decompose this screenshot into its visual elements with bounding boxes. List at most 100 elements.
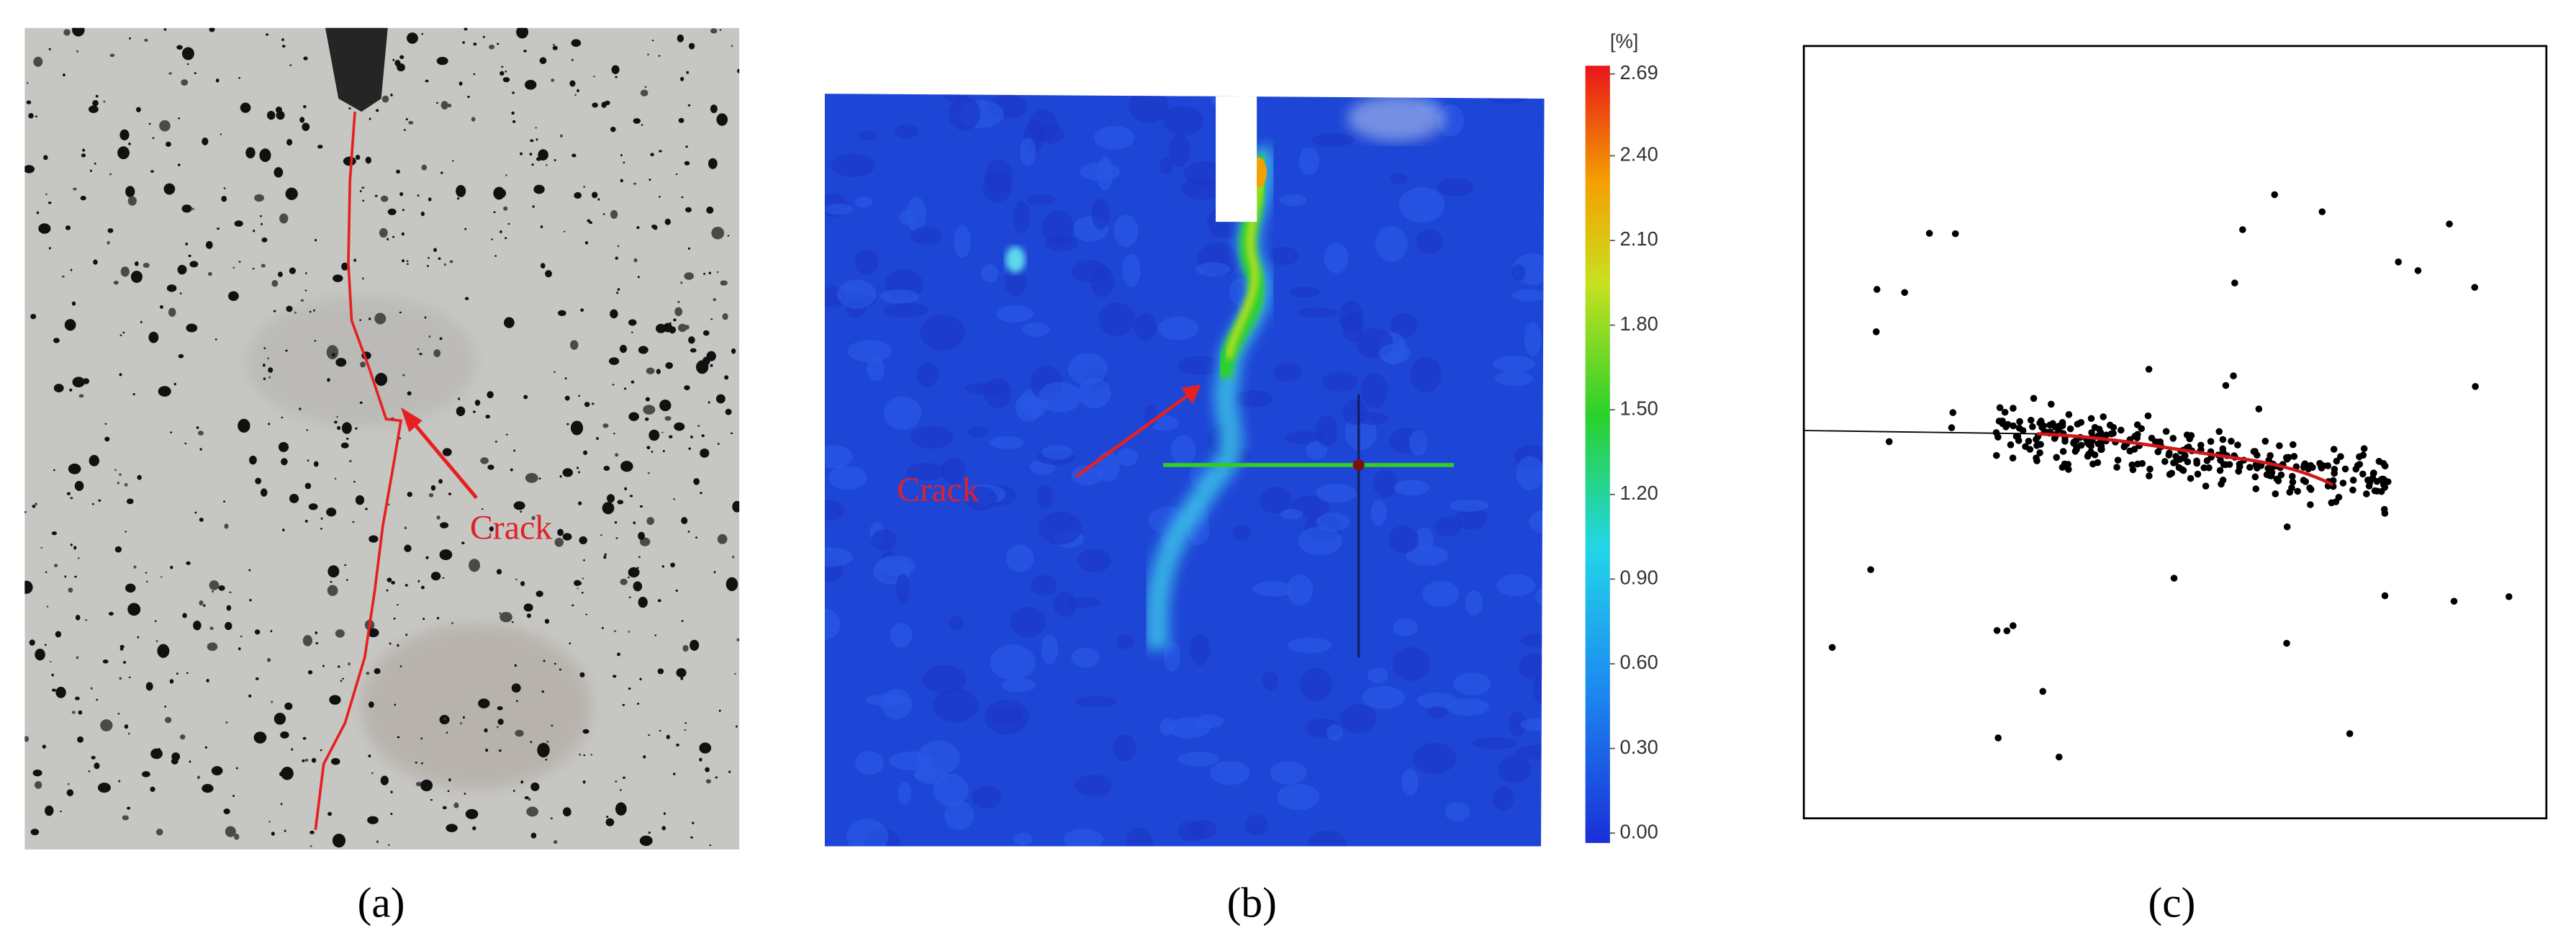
speckle bbox=[1162, 105, 1203, 136]
pore bbox=[703, 272, 705, 275]
pore bbox=[677, 301, 680, 303]
pore bbox=[103, 100, 106, 103]
speckle bbox=[1512, 289, 1545, 302]
scatter-dot bbox=[2381, 592, 2389, 600]
pore bbox=[333, 274, 343, 282]
pore bbox=[281, 458, 288, 466]
pore bbox=[302, 759, 305, 762]
pore bbox=[631, 331, 633, 333]
pore bbox=[36, 211, 40, 215]
speckle bbox=[1392, 647, 1431, 681]
pore bbox=[185, 243, 189, 245]
pore bbox=[286, 305, 293, 312]
pore bbox=[166, 141, 171, 147]
pore bbox=[181, 204, 192, 213]
pore bbox=[119, 644, 125, 649]
pore bbox=[503, 317, 515, 328]
scatter-dot bbox=[2253, 451, 2261, 459]
colorbar bbox=[1585, 66, 1610, 843]
scatter-dot bbox=[2471, 284, 2479, 291]
pore bbox=[505, 71, 507, 73]
colorbar-tick-label: 2.10 bbox=[1620, 228, 1658, 250]
scatter-dot bbox=[2222, 382, 2230, 389]
pore bbox=[442, 806, 447, 810]
pore bbox=[502, 77, 510, 83]
pore bbox=[464, 297, 469, 300]
pore bbox=[72, 27, 76, 32]
pore bbox=[93, 259, 98, 265]
scatter-dot bbox=[2505, 593, 2513, 600]
speckle bbox=[1316, 513, 1350, 532]
speckle bbox=[1071, 647, 1100, 668]
scatter-dot bbox=[2318, 463, 2325, 470]
pore bbox=[440, 101, 448, 110]
pore bbox=[614, 521, 618, 524]
pore bbox=[732, 500, 740, 513]
pore bbox=[564, 377, 567, 380]
arrow bbox=[406, 414, 478, 500]
pore bbox=[639, 835, 653, 846]
pore bbox=[360, 361, 366, 368]
probe-point bbox=[1352, 459, 1365, 471]
pore bbox=[299, 117, 305, 123]
speckle bbox=[1339, 704, 1378, 734]
pore bbox=[80, 195, 86, 201]
scatter-dot bbox=[2169, 435, 2177, 442]
pore bbox=[420, 737, 423, 739]
pore bbox=[674, 422, 685, 431]
pore bbox=[615, 780, 618, 783]
pore bbox=[682, 644, 689, 652]
pore bbox=[427, 265, 429, 267]
pore bbox=[266, 657, 271, 662]
scatter-dot bbox=[2010, 405, 2017, 412]
pore bbox=[528, 797, 531, 801]
pore bbox=[605, 818, 615, 826]
pore bbox=[638, 596, 648, 608]
pore bbox=[43, 155, 48, 161]
speckle bbox=[1180, 177, 1222, 200]
pore bbox=[436, 515, 440, 520]
pore bbox=[327, 565, 340, 578]
pore bbox=[732, 555, 735, 559]
pore bbox=[55, 686, 66, 698]
pore bbox=[148, 331, 159, 343]
pore bbox=[45, 805, 54, 816]
pore bbox=[125, 186, 135, 198]
pore bbox=[428, 335, 431, 338]
pore bbox=[182, 613, 187, 618]
speckle bbox=[1067, 353, 1108, 385]
pore bbox=[512, 120, 516, 123]
pore bbox=[359, 190, 362, 192]
pore bbox=[199, 448, 202, 451]
pore bbox=[51, 531, 58, 536]
caption: (b) bbox=[1227, 879, 1277, 927]
speckle bbox=[1096, 156, 1113, 191]
pore bbox=[428, 197, 432, 202]
pore bbox=[399, 55, 405, 60]
scatter-dot bbox=[2365, 482, 2373, 490]
scatter-dot bbox=[2047, 400, 2055, 408]
scatter-dot bbox=[2202, 482, 2210, 490]
pore bbox=[458, 81, 463, 86]
speckle bbox=[1406, 545, 1449, 566]
pore bbox=[73, 546, 77, 550]
pore bbox=[402, 209, 405, 212]
scatter-dot bbox=[1993, 451, 2000, 459]
pore bbox=[228, 291, 239, 302]
pore bbox=[397, 603, 399, 605]
pore bbox=[309, 310, 312, 313]
scatter-dot bbox=[2027, 416, 2035, 424]
pore bbox=[578, 395, 581, 397]
pore bbox=[173, 382, 176, 386]
scatter-dot bbox=[2324, 462, 2332, 469]
speckle bbox=[1306, 440, 1328, 460]
pore bbox=[663, 812, 666, 815]
pore bbox=[345, 579, 348, 581]
pore bbox=[66, 789, 74, 797]
speckle bbox=[1342, 400, 1368, 425]
speckle bbox=[1170, 435, 1196, 466]
scatter-dot bbox=[2178, 466, 2186, 473]
pore bbox=[673, 318, 677, 322]
pore bbox=[474, 400, 481, 406]
strain-map bbox=[824, 94, 1545, 847]
